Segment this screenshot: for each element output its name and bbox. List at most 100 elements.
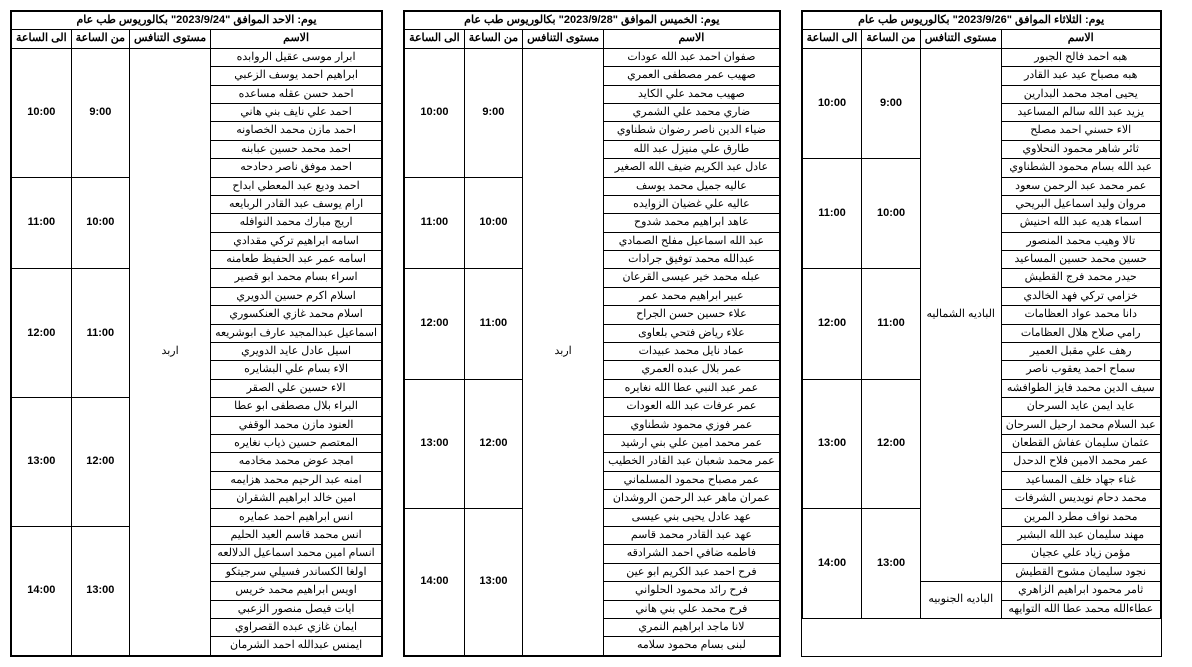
name-cell: محمد دحام نويديس الشرفات: [1001, 490, 1160, 508]
from-cell: 12:00: [862, 379, 920, 508]
level-cell: الباديه الشماليه: [920, 48, 1001, 581]
name-cell: محمد نواف مطرد المرين: [1001, 508, 1160, 526]
block3-title: يوم: الثلاثاء الموافق "2023/9/26" بكالور…: [802, 12, 1160, 30]
name-cell: امنه عبد الرحيم محمد هزايمه: [211, 471, 382, 489]
name-cell: عاليه علي غضيان الزوايده: [604, 195, 780, 213]
name-cell: يحيى امجد محمد البدارين: [1001, 85, 1160, 103]
name-cell: انس ابراهيم احمد عمايره: [211, 508, 382, 526]
to-cell: 14:00: [405, 508, 465, 655]
name-cell: عبد الله بسام محمود الشطناوي: [1001, 159, 1160, 177]
block2-title: يوم: الخميس الموافق "2023/9/28" بكالوريو…: [405, 12, 780, 30]
name-cell: امين خالد ابراهيم الشقران: [211, 490, 382, 508]
name-cell: الاء حسني احمد مصلح: [1001, 122, 1160, 140]
to-cell: 13:00: [405, 379, 465, 508]
to-cell: 11:00: [12, 177, 72, 269]
name-cell: اسماء هديه عبد الله احنيش: [1001, 214, 1160, 232]
name-cell: عثمان سليمان عفاش القطعان: [1001, 434, 1160, 452]
schedule-block-1: يوم: الاحد الموافق "2023/9/24" بكالوريوس…: [10, 10, 383, 657]
col-to: الى الساعة: [802, 30, 862, 48]
name-cell: صهيب محمد علي الكايد: [604, 85, 780, 103]
name-cell: عطاءالله محمد عطا الله التوايهه: [1001, 600, 1160, 618]
to-cell: 10:00: [802, 48, 862, 158]
name-cell: سماح احمد يعقوب ناصر: [1001, 361, 1160, 379]
name-cell: فرح محمد علي بني هاني: [604, 600, 780, 618]
name-cell: مهند سليمان عبد الله البشير: [1001, 526, 1160, 544]
name-cell: اسيل عادل عايد الدويري: [211, 343, 382, 361]
name-cell: غناء جهاد خلف المساعيد: [1001, 471, 1160, 489]
name-cell: هبه مصباح عيد عبد القادر: [1001, 67, 1160, 85]
name-cell: امجد عوض محمد مخادمه: [211, 453, 382, 471]
name-cell: حيدر محمد فرج القطيش: [1001, 269, 1160, 287]
level-cell: اربد: [130, 48, 211, 655]
level-cell: الباديه الجنوبيه: [920, 582, 1001, 619]
from-cell: 11:00: [71, 269, 129, 398]
name-cell: البراء بلال مصطفى ابو عطا: [211, 398, 382, 416]
name-cell: علاء رياض فتحي بلعاوى: [604, 324, 780, 342]
name-cell: المعتصم حسين ذياب نغايره: [211, 434, 382, 452]
name-cell: ايمان غازي عبده القصراوي: [211, 618, 382, 636]
name-cell: ثائر شاهر محمود النحلاوي: [1001, 140, 1160, 158]
to-cell: 12:00: [405, 269, 465, 379]
from-cell: 13:00: [862, 508, 920, 618]
name-cell: اريج مبارك محمد النوافله: [211, 214, 382, 232]
from-cell: 13:00: [464, 508, 522, 655]
col-from: من الساعة: [71, 30, 129, 48]
name-cell: اسراء بسام محمد ابو قصير: [211, 269, 382, 287]
col-level: مستوى التنافس: [523, 30, 604, 48]
table-row: ابرار موسى عقيل الروابدهاربد9:0010:00: [12, 48, 382, 66]
name-cell: عبد الله اسماعيل مفلح الصمادي: [604, 232, 780, 250]
name-cell: هبه احمد فالح الجبور: [1001, 48, 1160, 66]
name-cell: اسلام اكرم حسين الدويري: [211, 287, 382, 305]
name-cell: حسين محمد حسين المساعيد: [1001, 251, 1160, 269]
name-cell: اسامه ابراهيم تركي مقدادي: [211, 232, 382, 250]
name-cell: لبنى بسام محمود سلامه: [604, 637, 780, 655]
name-cell: عادل عبد الكريم ضيف الله الصغير: [604, 159, 780, 177]
to-cell: 12:00: [12, 269, 72, 398]
name-cell: دانا محمد عواد العظامات: [1001, 306, 1160, 324]
schedule-block-3: يوم: الثلاثاء الموافق "2023/9/26" بكالور…: [801, 10, 1162, 657]
name-cell: عمر مصباح محمود المسلماني: [604, 471, 780, 489]
block1-title: يوم: الاحد الموافق "2023/9/24" بكالوريوس…: [12, 12, 382, 30]
name-cell: احمد مازن محمد الخصاونه: [211, 122, 382, 140]
name-cell: فرح احمد عبد الكريم ابو عين: [604, 563, 780, 581]
name-cell: عبير ابراهيم محمد عمر: [604, 287, 780, 305]
name-cell: اسامه عمر عبد الحفيظ طعامنه: [211, 251, 382, 269]
col-to: الى الساعة: [12, 30, 72, 48]
col-level: مستوى التنافس: [130, 30, 211, 48]
name-cell: عبدالله محمد توفيق جرادات: [604, 251, 780, 269]
from-cell: 11:00: [862, 269, 920, 379]
col-level: مستوى التنافس: [920, 30, 1001, 48]
to-cell: 10:00: [12, 48, 72, 177]
name-cell: صهيب عمر مصطفى العمري: [604, 67, 780, 85]
name-cell: عمر محمد شعبان عبد القادر الخطيب: [604, 453, 780, 471]
name-cell: ايات فيصل منصور الزعبي: [211, 600, 382, 618]
name-cell: عبله محمد خير عيسى القرعان: [604, 269, 780, 287]
name-cell: لانا ماجد ابراهيم النمري: [604, 618, 780, 636]
name-cell: احمد علي نايف بني هاني: [211, 103, 382, 121]
name-cell: عمر محمد الامين فلاح الدحدل: [1001, 453, 1160, 471]
from-cell: 12:00: [71, 398, 129, 527]
name-cell: انس محمد قاسم العيد الحليم: [211, 526, 382, 544]
col-name: الاسم: [604, 30, 780, 48]
name-cell: عهد عادل يحيى بني عيسى: [604, 508, 780, 526]
name-cell: ارام يوسف عبد القادر الربايعه: [211, 195, 382, 213]
name-cell: ضياء الدين ناصر رضوان شطناوي: [604, 122, 780, 140]
col-name: الاسم: [1001, 30, 1160, 48]
to-cell: 14:00: [802, 508, 862, 618]
to-cell: 14:00: [12, 526, 72, 655]
name-cell: عمر عرفات عبد الله العودات: [604, 398, 780, 416]
level-cell: اربد: [523, 48, 604, 655]
name-cell: احمد محمد حسين عبابنه: [211, 140, 382, 158]
name-cell: عهد عبد القادر محمد قاسم: [604, 526, 780, 544]
from-cell: 12:00: [464, 379, 522, 508]
from-cell: 13:00: [71, 526, 129, 655]
from-cell: 9:00: [464, 48, 522, 177]
name-cell: عمر عبد النبي عطا الله نغايره: [604, 379, 780, 397]
name-cell: عاهد ابراهيم محمد شدوح: [604, 214, 780, 232]
col-name: الاسم: [211, 30, 382, 48]
schedule-container: يوم: الاحد الموافق "2023/9/24" بكالوريوس…: [10, 10, 1182, 657]
from-cell: 9:00: [71, 48, 129, 177]
name-cell: احمد حسن عقله مساعده: [211, 85, 382, 103]
schedule-block-2: يوم: الخميس الموافق "2023/9/28" بكالوريو…: [403, 10, 781, 657]
name-cell: رامي صلاح هلال العظامات: [1001, 324, 1160, 342]
